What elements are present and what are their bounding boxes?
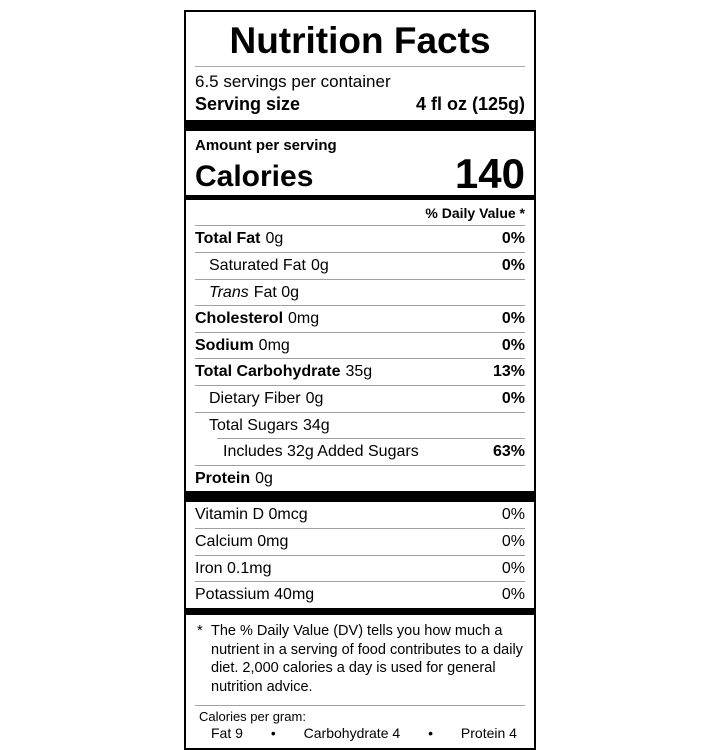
micronutrient-daily-value: 0% — [501, 559, 525, 577]
serving-size-label: Serving size — [195, 93, 301, 114]
page-background: Nutrition Facts 6.5 servings per contain… — [184, 10, 536, 750]
nutrient-name: Cholesterol 0mg — [195, 310, 320, 328]
nutrient-daily-value: 0% — [501, 230, 525, 248]
nutrient-row-sodium: Sodium 0mg 0% — [195, 331, 525, 359]
micronutrient-daily-value: 0% — [501, 532, 525, 550]
nutrient-name: Includes 32g Added Sugars — [223, 443, 419, 461]
inset-divider — [217, 438, 525, 440]
nutrient-row-trans-fat: Trans Fat 0g — [195, 278, 525, 306]
nutrient-name: Saturated Fat 0g — [209, 257, 329, 275]
footnote-asterisk: * — [197, 622, 203, 639]
nutrient-daily-value: 0% — [501, 310, 525, 328]
calories-value: 140 — [454, 149, 525, 197]
nutrient-row-protein: Protein 0g — [195, 464, 525, 492]
nutrient-row-total-carbohydrate: Total Carbohydrate 35g 13% — [195, 358, 525, 385]
bullet-separator: • — [428, 725, 433, 742]
nutrient-name: Trans Fat 0g — [209, 283, 300, 301]
separator-bar-thick — [186, 491, 534, 503]
nutrient-name: Total Carbohydrate 35g — [195, 363, 373, 381]
nutrient-daily-value: 63% — [492, 443, 525, 461]
micronutrient-name: Iron 0.1mg — [195, 559, 272, 577]
separator-bar-medium — [186, 607, 534, 615]
calories-row: Calories 140 — [195, 149, 525, 197]
amount-per-serving-label: Amount per serving — [195, 136, 337, 154]
nutrient-name: Sodium 0mg — [195, 336, 290, 354]
micronutrient-name: Vitamin D 0mcg — [195, 506, 308, 524]
serving-size-value: 4 fl oz (125g) — [415, 93, 525, 114]
nutrition-facts-title: Nutrition Facts — [195, 18, 525, 67]
separator-bar-thick — [186, 119, 534, 131]
nutrient-row-total-fat: Total Fat 0g 0% — [195, 225, 525, 252]
nutrient-row-cholesterol: Cholesterol 0mg 0% — [195, 305, 525, 332]
micronutrient-name: Calcium 0mg — [195, 532, 289, 550]
micronutrient-row-calcium: Calcium 0mg 0% — [195, 527, 525, 555]
nutrient-daily-value: 0% — [501, 257, 525, 275]
footnote-text: The % Daily Value (DV) tells you how muc… — [211, 622, 523, 696]
bullet-separator: • — [270, 725, 276, 742]
nutrient-daily-value: 0% — [501, 390, 525, 407]
nutrient-name: Total Fat 0g — [195, 230, 284, 248]
nutrient-row-saturated-fat: Saturated Fat 0g 0% — [195, 252, 525, 279]
nutrient-row-total-sugars: Total Sugars 34g — [195, 411, 525, 439]
nutrient-name: Dietary Fiber 0g — [209, 390, 324, 407]
calories-label: Calories — [195, 160, 314, 194]
nutrient-daily-value: 0% — [501, 336, 525, 354]
calories-per-gram-fat: Fat 9 — [211, 725, 243, 742]
nutrient-daily-value: 13% — [492, 363, 525, 381]
nutrient-name: Total Sugars 34g — [209, 416, 330, 434]
nutrition-facts-label: Nutrition Facts 6.5 servings per contain… — [184, 10, 536, 750]
calories-per-gram-carbohydrate: Carbohydrate 4 — [303, 725, 401, 742]
micronutrient-name: Potassium 40mg — [195, 586, 315, 604]
calories-per-gram-protein: Protein 4 — [460, 725, 517, 742]
nutrient-row-added-sugars: Includes 32g Added Sugars 63% — [195, 439, 525, 465]
micronutrient-row-vitamin-d: Vitamin D 0mcg 0% — [195, 502, 525, 528]
servings-per-container: 6.5 servings per container — [195, 71, 391, 91]
micronutrient-row-potassium: Potassium 40mg 0% — [195, 581, 525, 608]
micronutrient-row-iron: Iron 0.1mg 0% — [195, 554, 525, 582]
calories-per-gram-row: Fat 9 • Carbohydrate 4 • Protein 4 — [195, 724, 525, 741]
calories-per-gram-section: Calories per gram: Fat 9 • Carbohydrate … — [195, 705, 525, 742]
daily-value-footnote: * The % Daily Value (DV) tells you how m… — [195, 615, 525, 705]
calories-per-gram-label: Calories per gram: — [199, 709, 306, 725]
micronutrient-daily-value: 0% — [501, 506, 525, 524]
nutrient-name: Protein 0g — [195, 469, 273, 487]
separator-bar-medium — [186, 195, 534, 201]
nutrient-row-dietary-fiber: Dietary Fiber 0g 0% — [195, 385, 525, 412]
micronutrient-daily-value: 0% — [501, 586, 525, 604]
serving-size-row: Serving size 4 fl oz (125g) — [195, 93, 525, 120]
daily-value-header: % Daily Value * — [425, 205, 525, 222]
